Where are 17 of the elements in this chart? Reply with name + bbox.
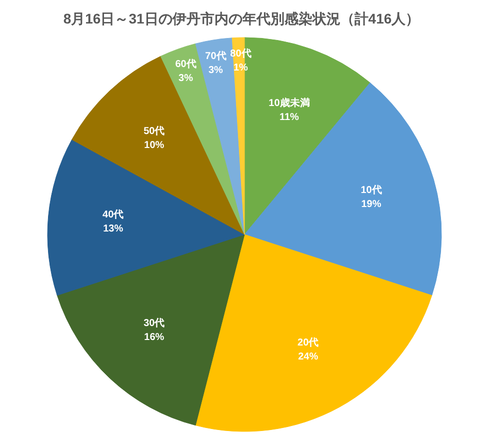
slice-label: 10代 — [360, 184, 382, 196]
slice-label: 20代 — [298, 336, 319, 349]
slice-label: 60代 — [175, 58, 196, 70]
slice-label: 10歳未満 — [268, 96, 310, 109]
slice-label: 30代 — [144, 317, 165, 330]
slice-label: 70代 — [205, 50, 226, 62]
slice-label: 40代 — [102, 208, 124, 221]
data-label: 3% — [178, 72, 194, 84]
data-label: 3% — [208, 64, 224, 76]
data-label: 24% — [298, 352, 318, 363]
slice-label: 50代 — [144, 124, 165, 137]
chart-title: 8月16日～31日の伊丹市内の年代別感染状況（計416人） — [63, 10, 420, 26]
data-label: 11% — [279, 112, 300, 123]
data-label: 10% — [144, 140, 164, 151]
data-label: 19% — [361, 199, 382, 210]
data-label: 13% — [103, 224, 124, 235]
data-label: 16% — [144, 332, 164, 344]
